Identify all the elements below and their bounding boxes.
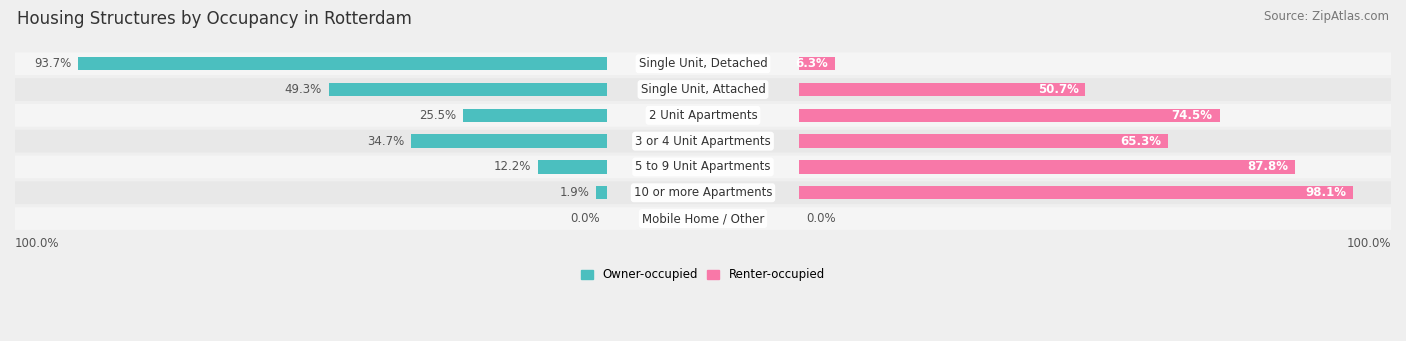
Text: 5 to 9 Unit Apartments: 5 to 9 Unit Apartments <box>636 161 770 174</box>
Text: 65.3%: 65.3% <box>1119 135 1161 148</box>
Bar <box>800 83 1085 96</box>
Text: Single Unit, Attached: Single Unit, Attached <box>641 83 765 96</box>
Bar <box>800 109 1219 122</box>
FancyBboxPatch shape <box>15 104 1391 127</box>
Text: 100.0%: 100.0% <box>15 237 59 250</box>
FancyBboxPatch shape <box>15 181 1391 204</box>
Text: 3 or 4 Unit Apartments: 3 or 4 Unit Apartments <box>636 135 770 148</box>
Text: 2 Unit Apartments: 2 Unit Apartments <box>648 109 758 122</box>
Bar <box>596 186 606 199</box>
FancyBboxPatch shape <box>15 130 1391 152</box>
Text: 6.3%: 6.3% <box>796 57 828 70</box>
Text: 34.7%: 34.7% <box>367 135 404 148</box>
Text: Source: ZipAtlas.com: Source: ZipAtlas.com <box>1264 10 1389 23</box>
Bar <box>329 83 606 96</box>
Bar <box>800 134 1168 148</box>
Text: 93.7%: 93.7% <box>34 57 72 70</box>
FancyBboxPatch shape <box>15 207 1391 230</box>
Bar <box>800 160 1295 174</box>
Text: 87.8%: 87.8% <box>1247 161 1288 174</box>
Text: 1.9%: 1.9% <box>560 186 589 199</box>
Text: Mobile Home / Other: Mobile Home / Other <box>641 212 765 225</box>
Text: 74.5%: 74.5% <box>1171 109 1213 122</box>
FancyBboxPatch shape <box>15 155 1391 178</box>
Text: 50.7%: 50.7% <box>1038 83 1078 96</box>
Text: Housing Structures by Occupancy in Rotterdam: Housing Structures by Occupancy in Rotte… <box>17 10 412 28</box>
Legend: Owner-occupied, Renter-occupied: Owner-occupied, Renter-occupied <box>576 263 830 286</box>
Bar <box>800 186 1353 199</box>
Text: 98.1%: 98.1% <box>1305 186 1346 199</box>
FancyBboxPatch shape <box>15 78 1391 101</box>
Bar <box>538 160 606 174</box>
Bar <box>463 109 606 122</box>
Text: Single Unit, Detached: Single Unit, Detached <box>638 57 768 70</box>
FancyBboxPatch shape <box>15 53 1391 75</box>
Bar <box>79 57 606 71</box>
Text: 25.5%: 25.5% <box>419 109 456 122</box>
Text: 0.0%: 0.0% <box>806 212 835 225</box>
Text: 10 or more Apartments: 10 or more Apartments <box>634 186 772 199</box>
Text: 0.0%: 0.0% <box>571 212 600 225</box>
Text: 49.3%: 49.3% <box>284 83 322 96</box>
Bar <box>800 57 835 71</box>
Text: 100.0%: 100.0% <box>1347 237 1391 250</box>
Text: 12.2%: 12.2% <box>494 161 531 174</box>
Bar <box>411 134 606 148</box>
